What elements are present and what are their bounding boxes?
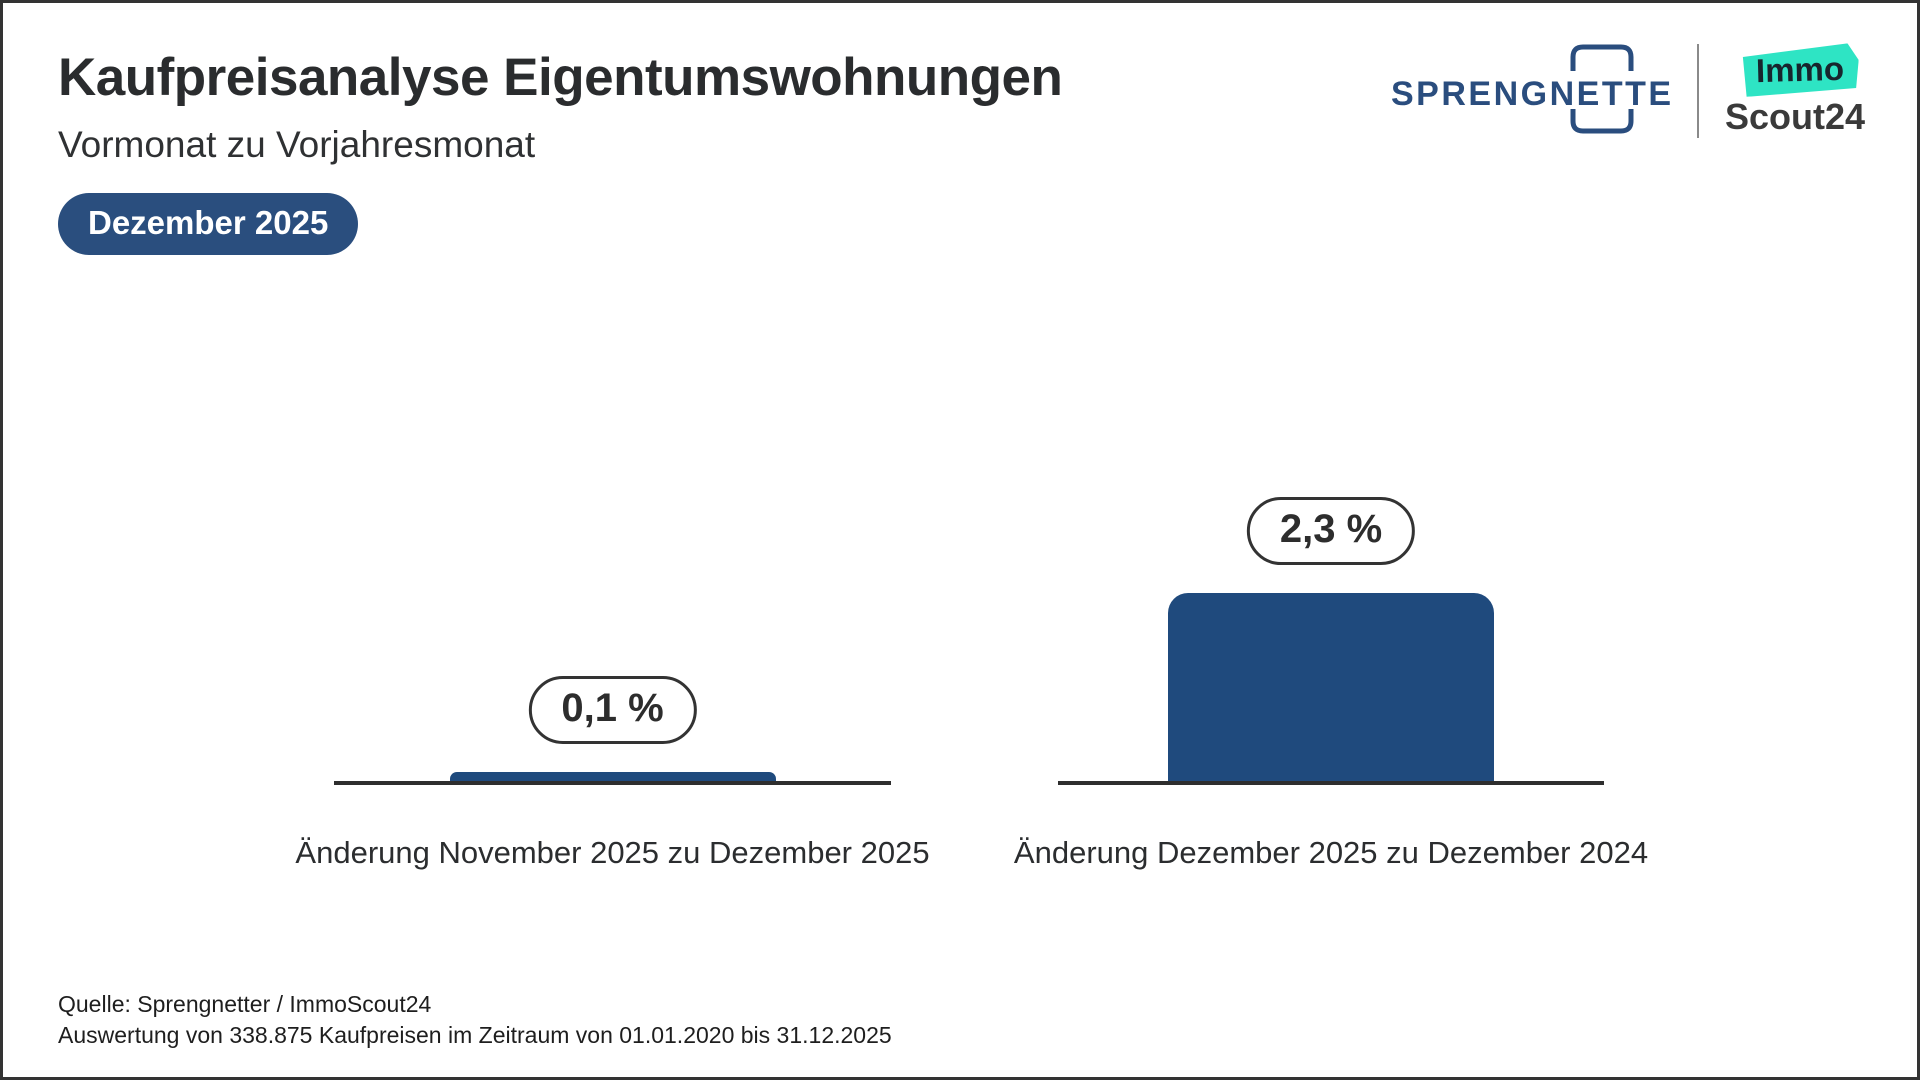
header: Kaufpreisanalyse Eigentumswohnungen Vorm… — [58, 47, 1063, 255]
axis-baseline — [1058, 781, 1604, 785]
bar-year-over-year — [1168, 593, 1494, 783]
value-label-pill: 2,3 % — [1246, 497, 1416, 565]
page-title: Kaufpreisanalyse Eigentumswohnungen — [58, 48, 1063, 107]
value-label-pill: 0,1 % — [528, 676, 697, 744]
source-line: Quelle: Sprengnetter / ImmoScout24 — [58, 991, 432, 1017]
x-axis-label: Änderung Dezember 2025 zu Dezember 2024 — [1013, 835, 1649, 870]
logo-area: SPRENGNETTER Immo Scout24 — [1391, 41, 1867, 141]
bar-group-year-over-year: 2,3 % Änderung Dezember 2025 zu Dezember… — [1014, 493, 1648, 873]
sprengnetter-wordmark: SPRENGNETTER — [1391, 75, 1671, 113]
bar-group-month-over-month: 0,1 % Änderung November 2025 zu Dezember… — [295, 493, 930, 873]
axis-baseline — [334, 781, 891, 785]
scout24-text: Scout24 — [1725, 95, 1866, 137]
month-badge: Dezember 2025 — [58, 193, 359, 255]
bar-month-over-month — [449, 772, 776, 783]
evaluation-line: Auswertung von 338.875 Kaufpreisen im Ze… — [58, 1022, 892, 1048]
page-subtitle: Vormonat zu Vorjahresmonat — [58, 124, 536, 165]
sprengnetter-bracket-icon — [1570, 44, 1634, 134]
value-label: 0,1 % — [561, 686, 664, 730]
bar-chart: 0,1 % Änderung November 2025 zu Dezember… — [3, 3, 1917, 1077]
x-axis-label: Änderung November 2025 zu Dezember 2025 — [295, 835, 930, 870]
logo-divider — [1697, 44, 1699, 138]
sprengnetter-logo: SPRENGNETTER — [1391, 41, 1671, 141]
immoscout24-logo: Immo Scout24 — [1725, 45, 1867, 138]
value-label: 2,3 % — [1279, 507, 1383, 551]
footer: Quelle: Sprengnetter / ImmoScout24 Auswe… — [58, 989, 892, 1051]
